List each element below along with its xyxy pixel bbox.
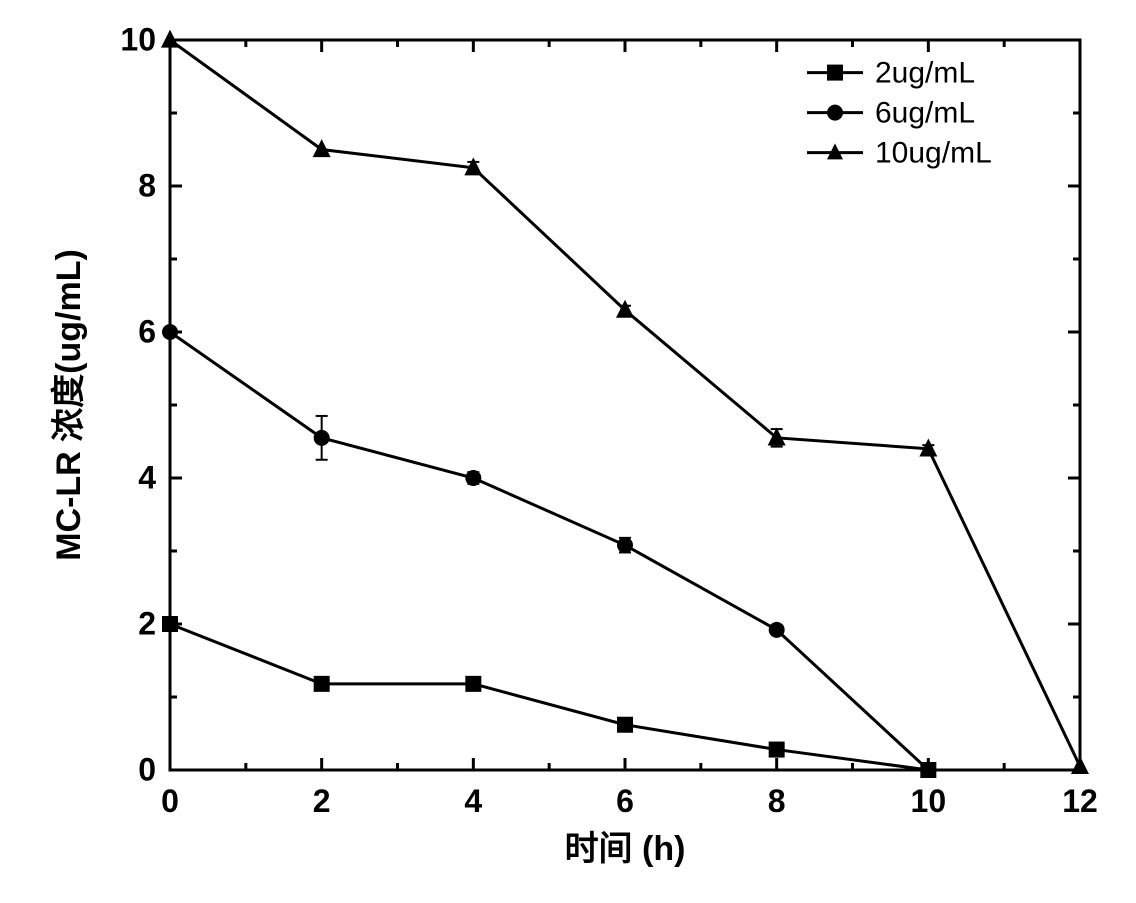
legend-label: 2ug/mL <box>875 57 975 90</box>
y-tick-label: 4 <box>138 460 156 496</box>
x-tick-label: 0 <box>161 783 179 819</box>
y-tick-label: 10 <box>120 22 156 58</box>
y-tick-label: 2 <box>138 606 156 642</box>
y-tick-label: 6 <box>138 314 156 350</box>
y-axis-label: MC-LR 浓度(ug/mL) <box>50 249 88 561</box>
line-chart: 0 2 4 6 8 10 12 0 2 4 6 8 10 时间 (h) MC-LR 浓度(ug/mL) 2ug… <box>0 0 1136 903</box>
x-tick-label: 6 <box>616 783 634 819</box>
x-tick-label: 10 <box>911 783 947 819</box>
chart-container: 0 2 4 6 8 10 12 0 2 4 6 8 10 时间 (h) MC-LR 浓度(ug/mL) 2ug… <box>0 0 1136 903</box>
x-tick-label: 2 <box>313 783 331 819</box>
x-axis-label: 时间 (h) <box>565 830 686 868</box>
x-tick-label: 8 <box>768 783 786 819</box>
legend-label: 6ug/mL <box>875 97 975 130</box>
y-tick-label: 8 <box>138 168 156 204</box>
legend-label: 10ug/mL <box>875 137 992 170</box>
legend: 2ug/mL 6ug/mL 10ug/mL <box>807 57 992 170</box>
y-tick-label: 0 <box>138 752 156 788</box>
x-tick-label: 4 <box>464 783 482 819</box>
x-tick-label: 12 <box>1062 783 1098 819</box>
